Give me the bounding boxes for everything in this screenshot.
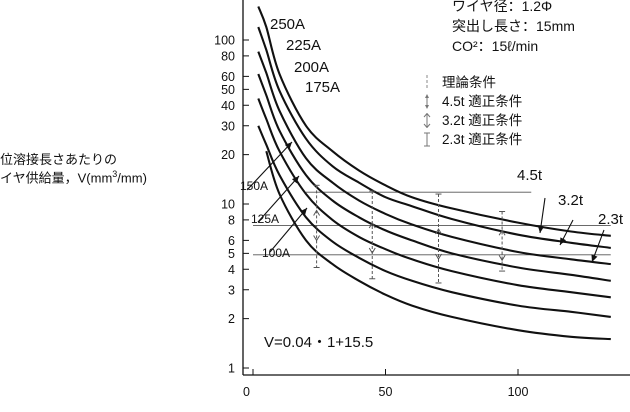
label-3-2t: 3.2t [558,192,584,209]
y-tick-label: 5 [228,247,235,261]
open-arrow-icon [423,113,431,128]
y-tick-label: 100 [214,34,235,48]
gas-flow-note: CO²：15ℓ/min [452,38,539,54]
label-arrow-line [246,141,293,191]
legend-item-4-5t: 4.5t 適正条件 [418,92,522,111]
y-tick-label: 60 [221,70,235,84]
y-tick-label: 20 [221,148,235,162]
y-axis-label-line-1: 位溶接長さあたりの [0,152,118,167]
wire-diameter-note: ワイヤ径：1.2Φ [452,0,553,14]
legend-label: 2.3t 適正条件 [442,132,523,147]
label-arrow-line [269,207,308,253]
legend-item-theory: 理論条件 [418,73,522,92]
legend-item-3-2t: 3.2t 適正条件 [418,111,522,130]
y-tick-label: 3 [228,283,235,297]
y-tick-label: 80 [221,49,235,63]
label-arrow-head [591,254,598,262]
series-curve-150A [257,98,611,299]
y-tick-label: 40 [221,99,235,113]
label-arrow-line [257,175,300,223]
label-200A: 200A [294,59,330,76]
series-curve-125A [257,125,611,318]
label-arrow-head [291,176,299,184]
legend: 理論条件 4.5t 適正条件 3.2t 適正条件 2.3t 適正条件 [418,73,522,149]
legend-label: 3.2t 適正条件 [442,113,523,128]
label-225A: 225A [286,37,322,54]
bracket-icon [424,132,430,147]
label-250A: 250A [270,16,306,33]
y-tick-label: 1 [228,362,235,376]
label-arrow-head [284,142,292,150]
range-arrow [313,209,321,242]
label-2-3t: 2.3t [598,211,624,228]
series-curve-250A [257,6,611,237]
proper-condition-ranges [313,184,506,284]
label-arrows [246,141,605,263]
label-arrow-head [560,237,567,245]
y-axis-label-line-2: イヤ供給量，V(mm3/mm) [0,169,147,186]
y-tick-label: 6 [228,234,235,248]
label-150A: 150A [240,179,269,193]
y-axis-label: 位溶接長さあたりの イヤ供給量，V(mm3/mm) [0,153,147,185]
chart-series [257,6,611,341]
y-tick-label: 30 [221,119,235,133]
x-tick-label: 0 [243,385,250,399]
range-arrow [368,222,376,255]
range-arrow [498,229,506,262]
x-tick-label: 100 [508,385,529,399]
legend-label: 理論条件 [442,75,496,90]
stick-out-note: 突出し長さ：15mm [452,18,575,34]
label-arrow-head [537,225,545,233]
legend-label: 4.5t 適正条件 [442,94,523,109]
x-tick-label: 50 [379,385,393,399]
label-100A: 100A [262,246,291,260]
y-tick-label: 8 [228,213,235,227]
y-tick-label: 50 [221,83,235,97]
label-125A: 125A [251,212,280,226]
series-curve-100A [265,150,611,341]
y-tick-label: 10 [221,198,235,212]
formula: V=0.04・1+15.5 [264,334,374,351]
dashed-line-icon [426,75,428,90]
range-arrow [435,228,442,261]
label-arrow-head [300,208,307,216]
y-tick-label: 2 [228,312,235,326]
double-arrow-icon [425,94,429,109]
legend-item-2-3t: 2.3t 適正条件 [418,130,522,149]
label-175A: 175A [305,79,341,96]
condition-notes: ワイヤ径：1.2Φ 突出し長さ：15mm CO²：15ℓ/min [452,0,630,56]
y-tick-label: 4 [228,263,235,277]
series-curve-200A [257,51,611,266]
label-4-5t: 4.5t [517,167,543,184]
